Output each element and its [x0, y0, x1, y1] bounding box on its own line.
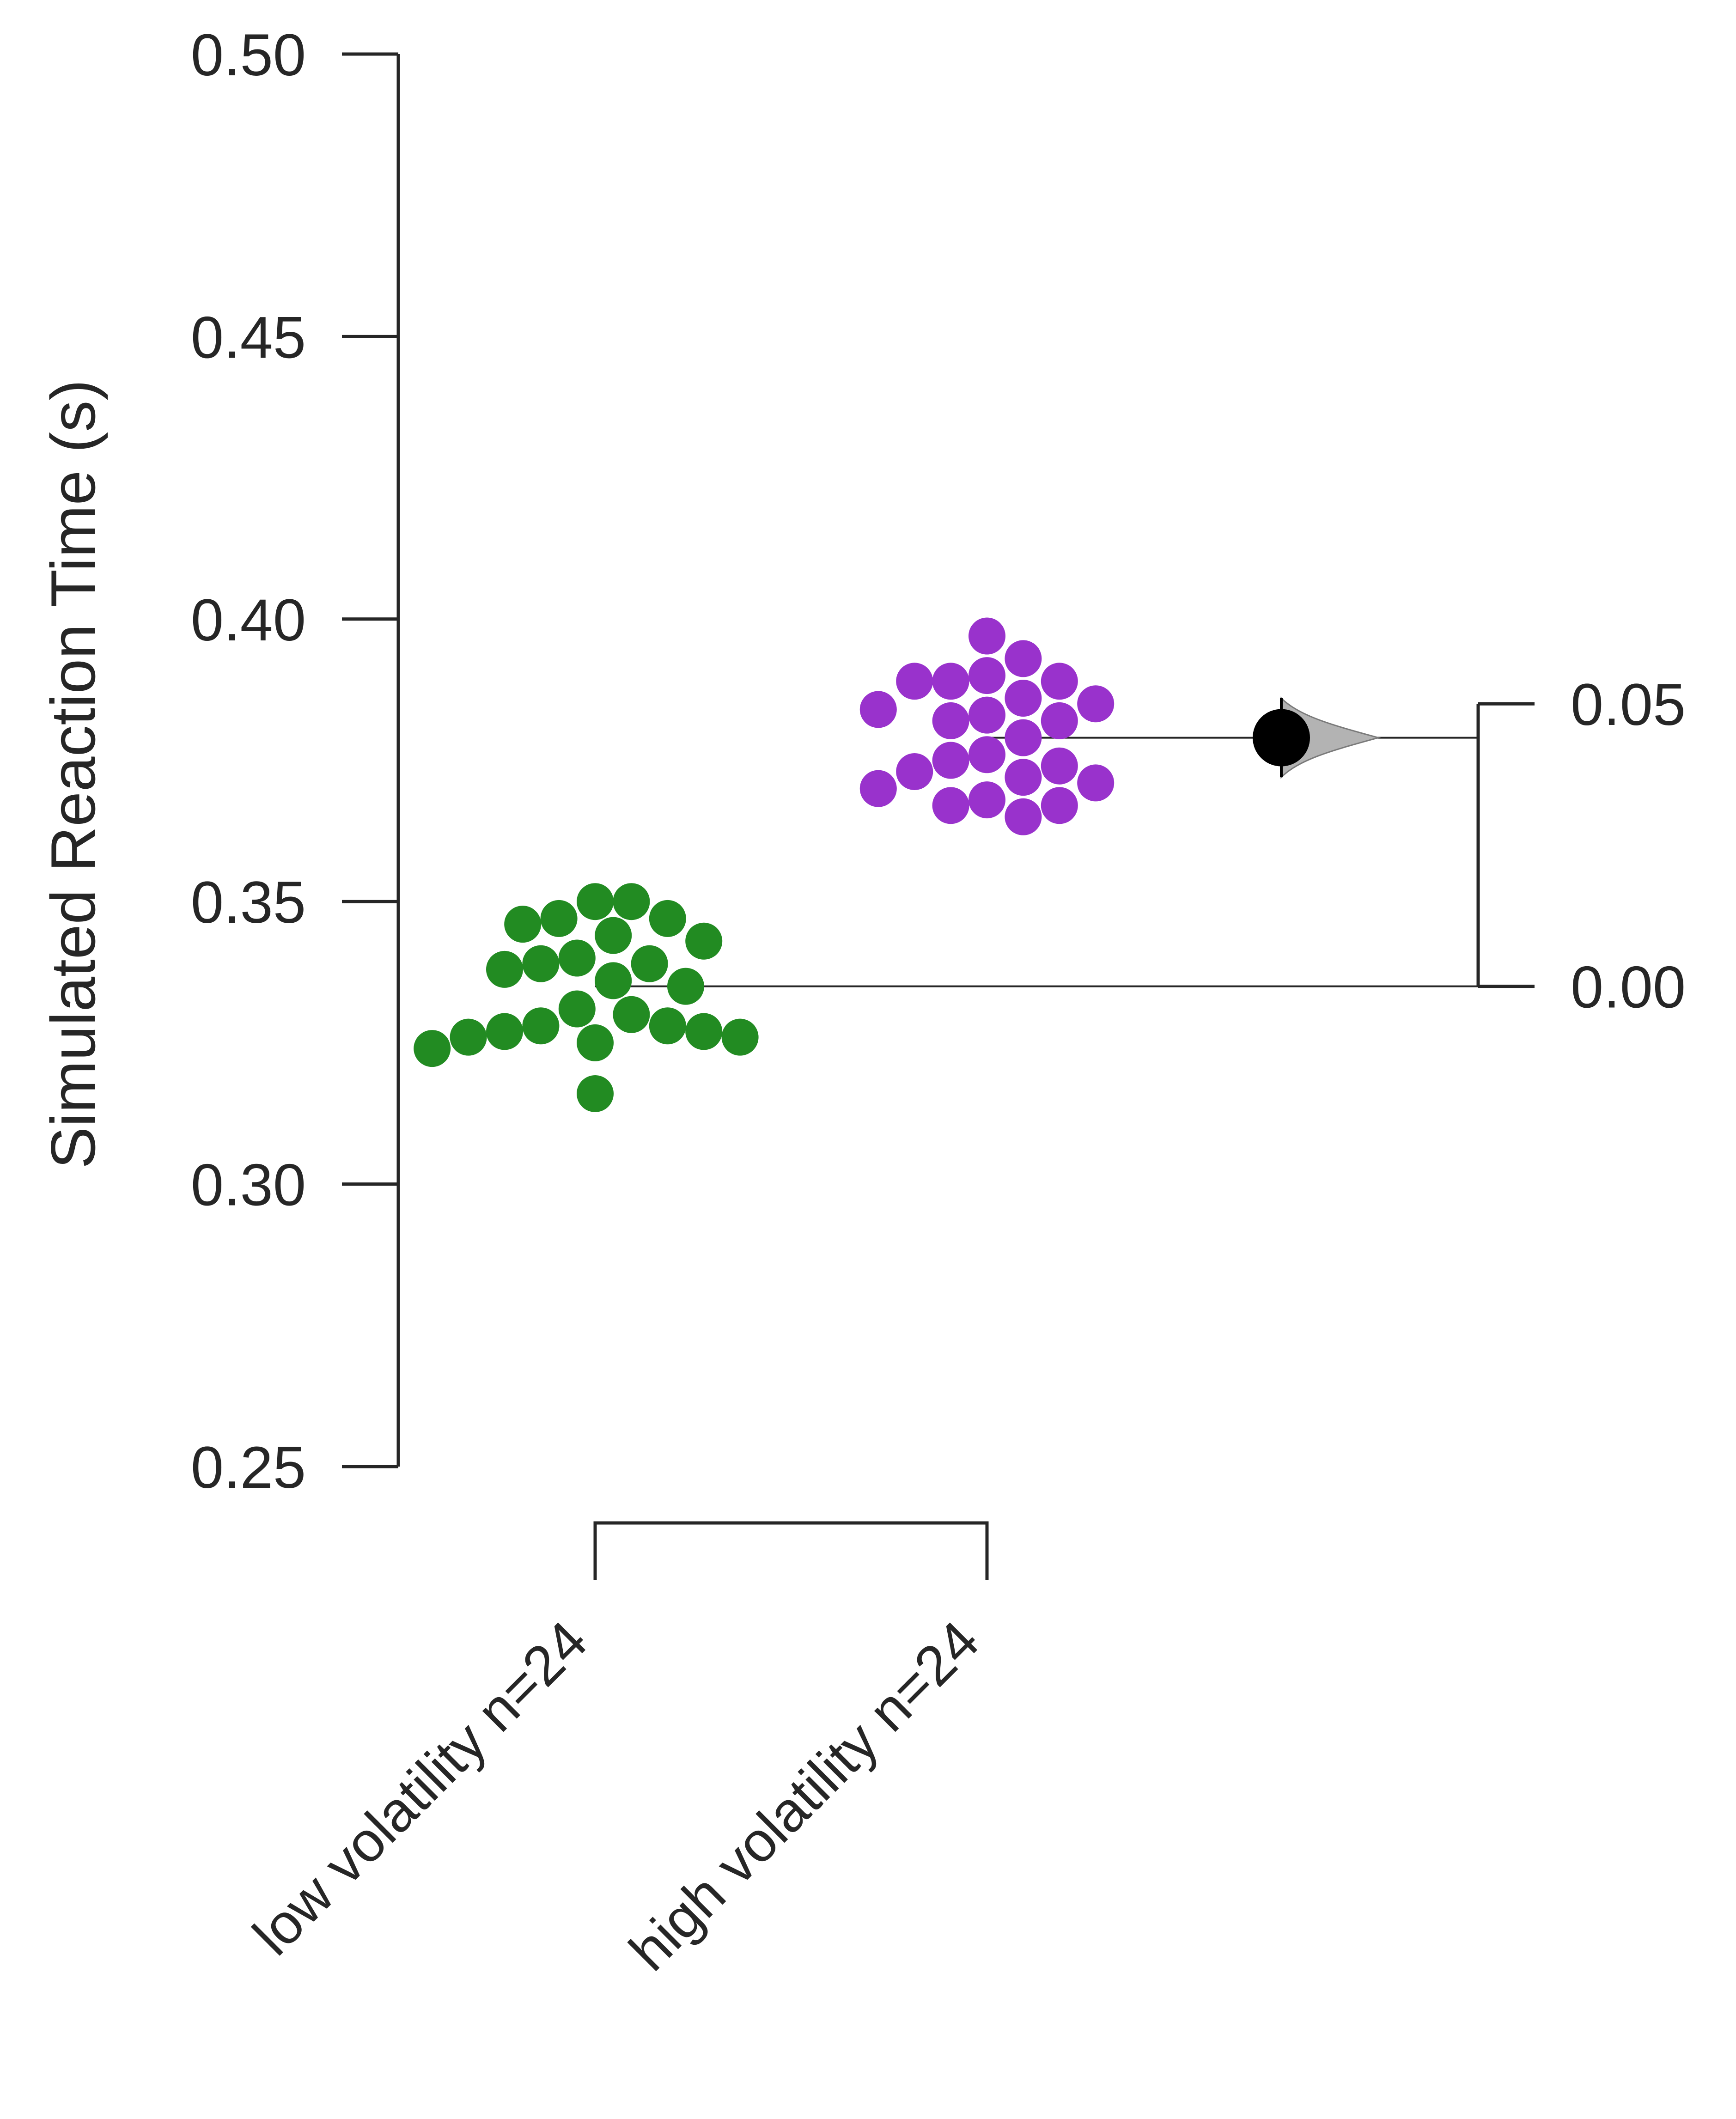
data-point — [969, 696, 1005, 734]
data-point — [450, 1018, 487, 1056]
data-point — [969, 736, 1005, 773]
data-point — [649, 900, 686, 937]
data-point — [896, 753, 933, 790]
y-tick-label: 0.45 — [191, 304, 306, 371]
data-point — [859, 691, 897, 728]
data-point — [613, 883, 650, 920]
data-point — [577, 883, 614, 920]
delta-axis: 0.00 0.05 — [1476, 672, 1686, 1021]
mean-difference-marker — [1253, 709, 1310, 767]
data-point — [558, 939, 596, 977]
data-point — [1005, 759, 1042, 796]
data-point — [1041, 663, 1078, 700]
y-axis: 0.25 0.30 0.35 0.40 0.45 0.50 — [191, 22, 400, 1501]
data-point — [1005, 640, 1042, 677]
data-point — [504, 906, 542, 943]
y-tick-label: 0.40 — [191, 587, 306, 653]
x-axis: low volatility n=24 high volatility n=24 — [241, 1521, 991, 1983]
data-point — [1041, 747, 1078, 785]
y-tick-label: 0.35 — [191, 870, 306, 936]
data-point — [1041, 787, 1078, 824]
bootstrap-distribution — [1280, 696, 1381, 779]
data-point — [685, 1013, 723, 1050]
data-point — [1077, 685, 1115, 723]
data-point — [577, 1075, 614, 1112]
y-tick-label: 0.25 — [191, 1435, 306, 1501]
data-point — [932, 663, 969, 700]
data-point — [932, 742, 969, 779]
group-comparison-bracket — [593, 1521, 989, 1580]
y-axis-title: Simulated Reaction Time (s) — [38, 379, 108, 1169]
data-point — [932, 702, 969, 739]
data-point — [558, 990, 596, 1028]
data-point — [1005, 719, 1042, 756]
data-point — [896, 663, 933, 700]
data-point — [1005, 798, 1042, 835]
y-tick-label: 0.30 — [191, 1152, 306, 1218]
data-point — [859, 770, 897, 807]
delta-tick-label: 0.05 — [1571, 672, 1686, 738]
delta-tick-label: 0.00 — [1571, 955, 1686, 1021]
data-point — [613, 996, 650, 1033]
data-point — [1077, 764, 1115, 802]
data-point — [522, 1007, 560, 1045]
data-point — [969, 781, 1005, 819]
swarm-points — [414, 617, 1115, 1112]
data-point — [667, 968, 704, 1005]
data-point — [969, 617, 1005, 655]
data-point — [721, 1018, 759, 1056]
data-point — [414, 1030, 451, 1067]
data-point — [486, 1013, 523, 1050]
data-point — [1005, 679, 1042, 717]
y-tick-label: 0.50 — [191, 22, 306, 88]
data-point — [631, 945, 668, 982]
category-label-high-volatility: high volatility n=24 — [617, 1609, 991, 1982]
data-point — [595, 962, 632, 999]
data-point — [685, 922, 723, 960]
data-point — [486, 950, 523, 988]
data-point — [649, 1007, 686, 1045]
data-point — [1041, 702, 1078, 739]
group-mean-lines — [595, 737, 1478, 987]
data-point — [969, 657, 1005, 694]
data-point — [522, 945, 560, 982]
data-point — [540, 900, 578, 937]
data-point — [932, 787, 969, 824]
category-label-low-volatility: low volatility n=24 — [241, 1609, 599, 1967]
data-point — [595, 917, 632, 954]
data-point — [577, 1024, 614, 1061]
effect-size-estimate — [1253, 696, 1381, 779]
